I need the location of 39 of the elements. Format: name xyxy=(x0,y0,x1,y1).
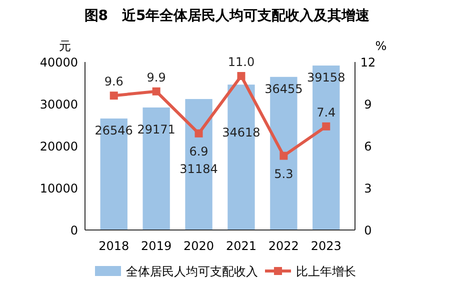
x-tick-label: 2022 xyxy=(268,239,299,253)
data-label: 34618 xyxy=(222,126,260,140)
x-tick-label: 2018 xyxy=(98,239,130,253)
y-tick-label: 0 xyxy=(70,224,78,238)
data-label: 39158 xyxy=(307,70,346,85)
data-label: 26546 xyxy=(94,124,133,138)
data-label: 31184 xyxy=(180,162,218,176)
y2-tick-label: 3 xyxy=(364,182,372,196)
y2-tick-label: 0 xyxy=(364,224,372,238)
y-tick-label: 30000 xyxy=(40,98,78,112)
x-tick-label: 2021 xyxy=(226,239,256,253)
point xyxy=(280,152,288,160)
y-tick-label: 10000 xyxy=(40,182,78,196)
data-label: 9.9 xyxy=(146,70,166,84)
data-label: 7.4 xyxy=(316,105,336,120)
x-tick-label: 2020 xyxy=(184,239,214,253)
y2-tick-label: 12 xyxy=(360,56,376,70)
y2-axis-title: % xyxy=(375,39,387,53)
point xyxy=(194,129,203,138)
data-label: 5.3 xyxy=(274,166,294,181)
chart-title: 图8 近5年全体居民人均可支配收入及其增速 xyxy=(84,7,371,24)
point xyxy=(110,92,118,100)
y-tick-label: 40000 xyxy=(40,56,78,70)
y2-tick-label: 9 xyxy=(364,98,372,112)
data-label: 36455 xyxy=(264,82,303,96)
y-tick-label: 20000 xyxy=(40,140,78,154)
legend-label: 比上年增长 xyxy=(296,264,356,278)
x-tick-label: 2023 xyxy=(310,239,342,253)
data-label: 29171 xyxy=(137,122,176,136)
point xyxy=(152,87,160,96)
y2-tick-label: 6 xyxy=(364,140,372,154)
point xyxy=(237,72,246,80)
y-axis-title: 元 xyxy=(59,39,71,53)
point xyxy=(322,122,330,130)
data-label: 9.6 xyxy=(104,74,124,89)
data-label: 11.0 xyxy=(228,55,255,69)
legend-label: 全体居民人均可支配收入 xyxy=(126,264,258,278)
x-tick-label: 2019 xyxy=(141,239,172,253)
data-label: 6.9 xyxy=(189,144,208,158)
